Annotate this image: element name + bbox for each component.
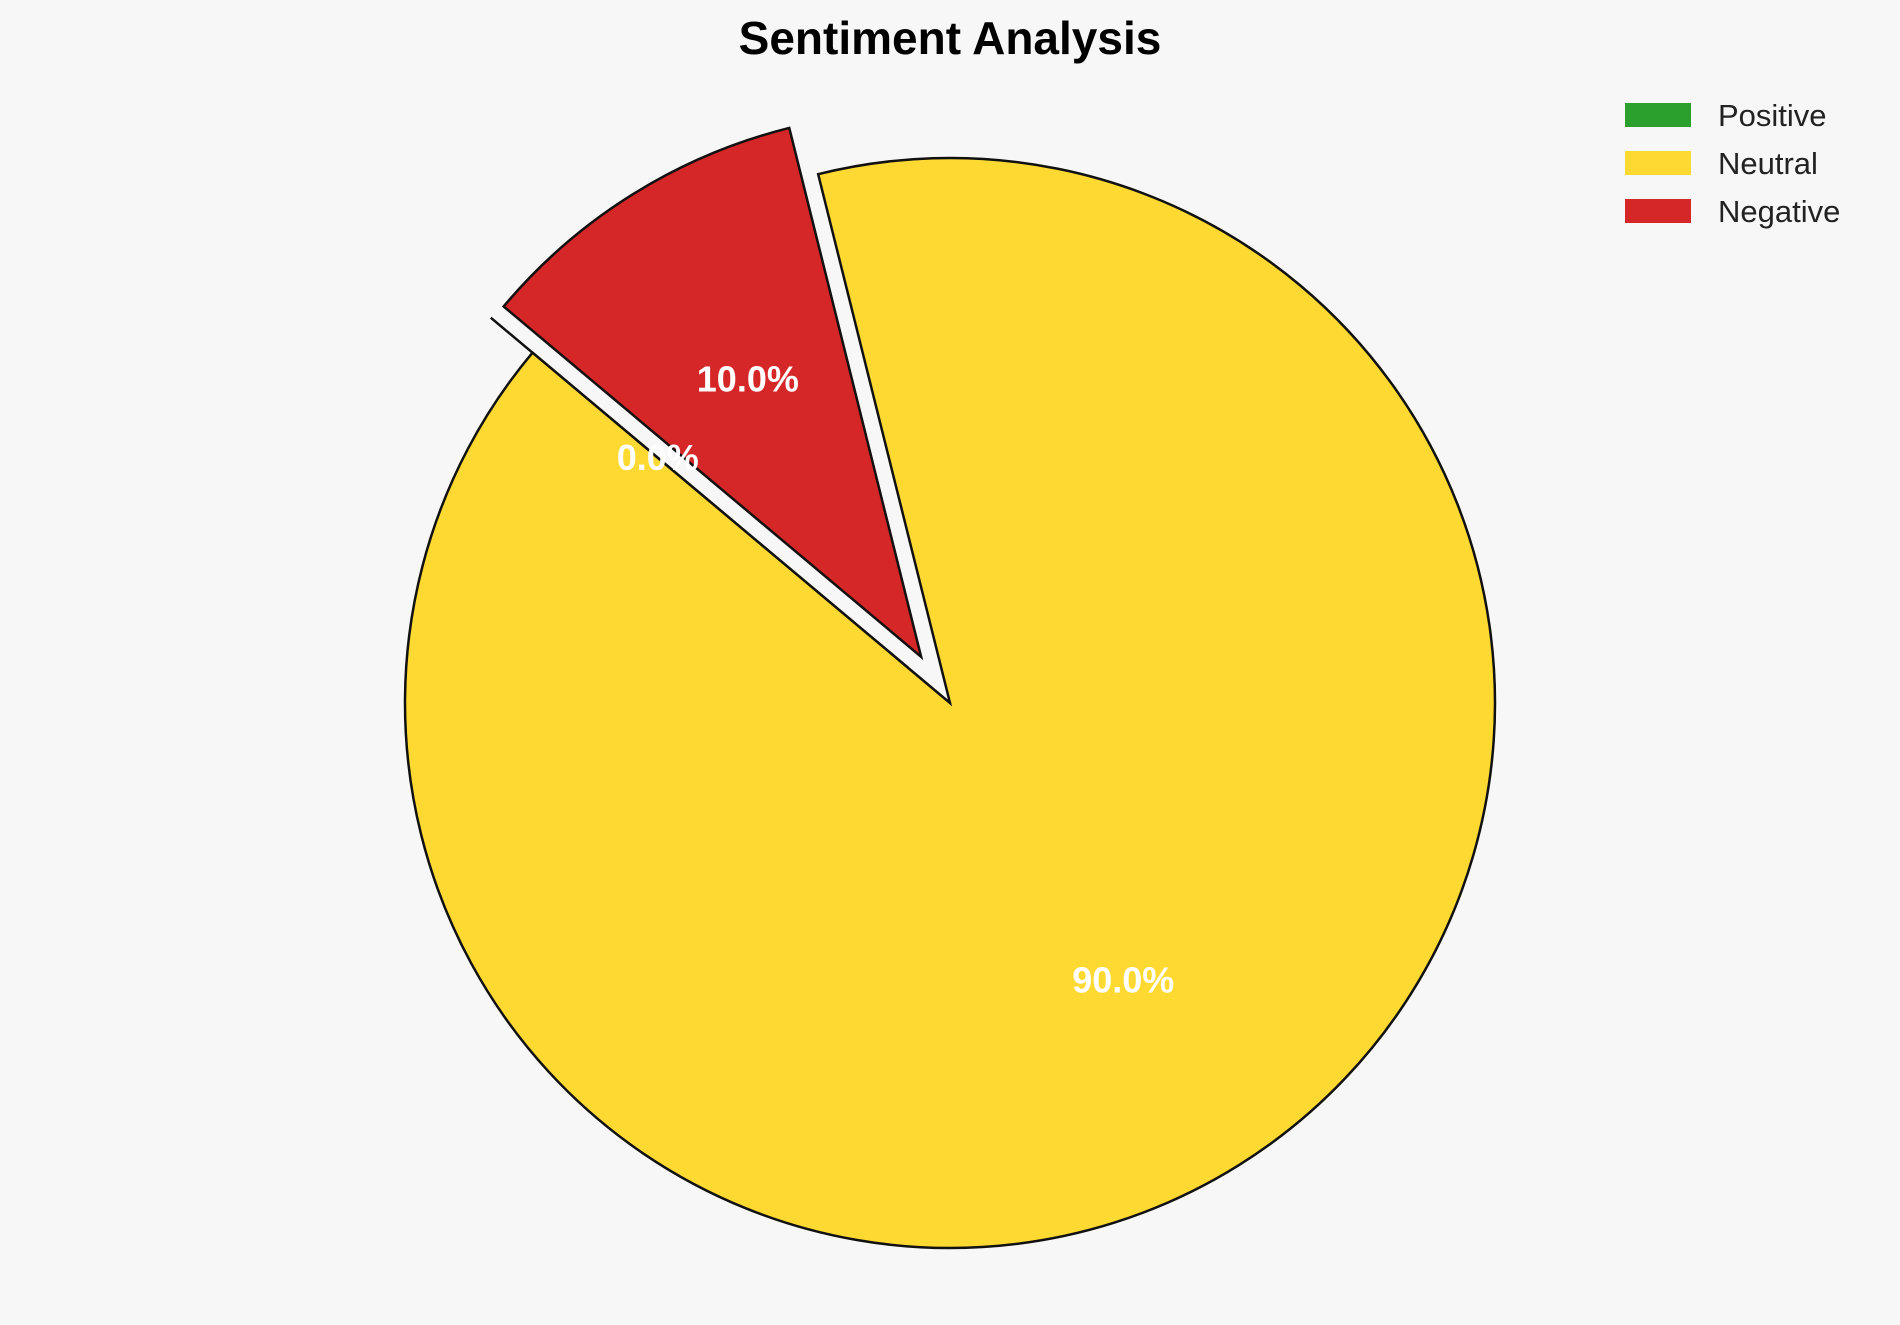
pie-label-negative: 10.0%: [697, 358, 799, 399]
pie-slice-neutral: [403, 156, 1497, 1250]
chart-title: Sentiment Analysis: [739, 12, 1162, 64]
legend-item-neutral: Neutral: [1625, 146, 1818, 181]
legend-label-neutral: Neutral: [1718, 146, 1818, 181]
pie-slices: [403, 126, 1497, 1250]
pie-percent-labels: 0.0% 90.0% 10.0%: [617, 358, 1175, 1000]
pie-label-positive: 0.0%: [617, 437, 699, 478]
legend-item-negative: Negative: [1625, 194, 1840, 229]
legend-swatch-neutral: [1625, 151, 1691, 175]
pie-label-neutral: 90.0%: [1072, 959, 1174, 1000]
legend-item-positive: Positive: [1625, 98, 1827, 133]
legend-label-negative: Negative: [1718, 194, 1840, 229]
legend-swatch-negative: [1625, 199, 1691, 223]
legend-label-positive: Positive: [1718, 98, 1827, 133]
pie-slice-negative: [501, 126, 924, 661]
legend-swatch-positive: [1625, 103, 1691, 127]
legend: Positive Neutral Negative: [1625, 98, 1840, 229]
